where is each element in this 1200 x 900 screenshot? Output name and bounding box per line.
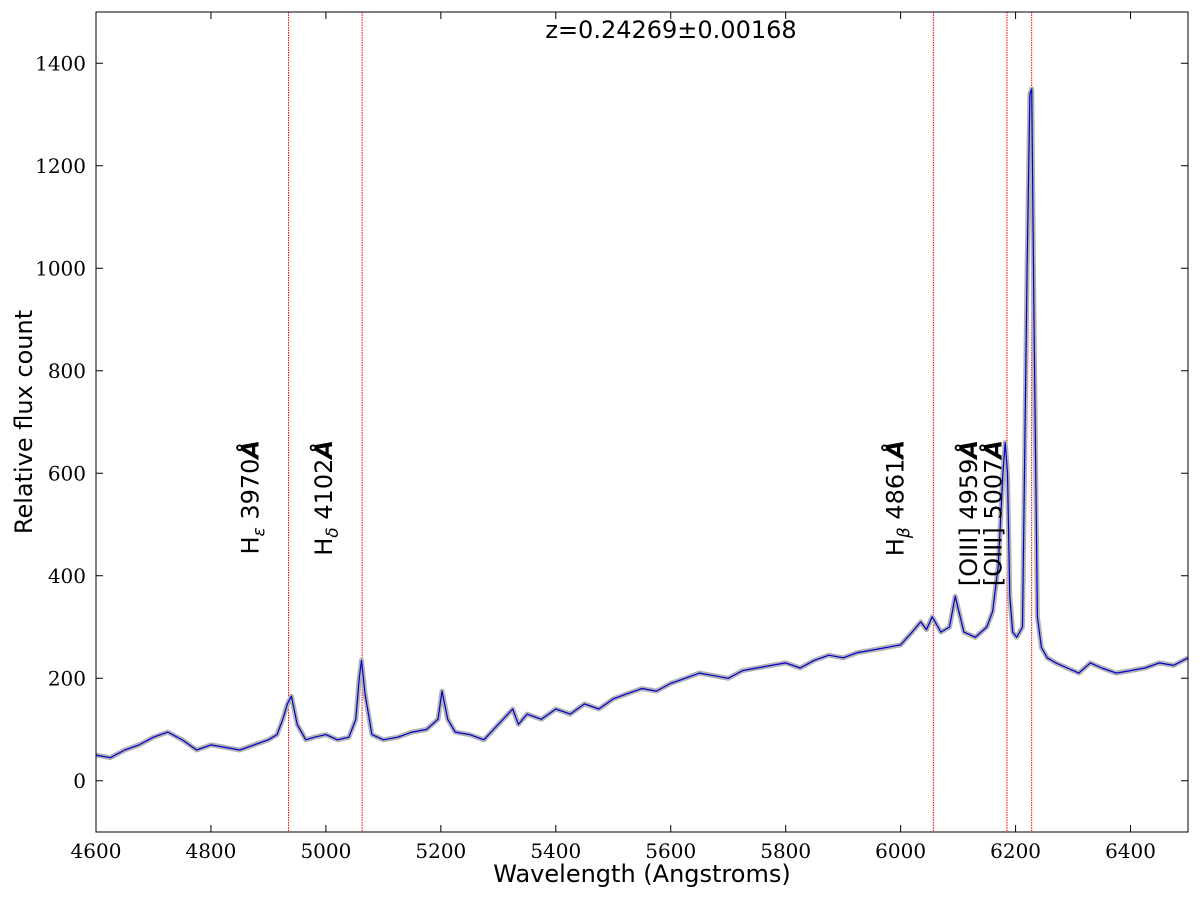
x-tick-label: 5000 [300,839,351,863]
y-tick-label: 1200 [35,154,86,178]
x-axis-ticks: 4600 4800 5000 5200 5400 5600 5800 6000 6200 6400 [71,12,1156,863]
x-tick-label: 6200 [990,839,1041,863]
y-tick-label: 400 [48,564,86,588]
x-tick-label: 5800 [760,839,811,863]
y-tick-label: 0 [73,769,86,793]
spectrum-line [95,88,1189,759]
emission-line-label-4: [OIII] 5007Å [979,440,1008,586]
x-tick-label: 5200 [415,839,466,863]
x-tick-label: 5600 [645,839,696,863]
x-tick-label: 6000 [875,839,926,863]
x-axis-label: Wavelength (Angstroms) [493,860,790,888]
x-tick-label: 4800 [185,839,236,863]
emission-line-label-0: Hε 3970Å [236,440,270,555]
x-tick-label: 4600 [71,839,122,863]
x-tick-label: 5400 [530,839,581,863]
y-tick-label: 1000 [35,256,86,280]
y-tick-label: 600 [48,461,86,485]
y-axis-label: Relative flux count [10,310,38,534]
emission-line-label-3: [OIII] 4959Å [954,440,983,586]
emission-line-labels: Hε 3970Å Hδ 4102Å Hβ 4861Å [OIII] 4959Å[OII… [236,440,1008,586]
emission-line-label-2: Hβ 4861Å [880,440,914,556]
y-axis-ticks: 0 200 400 600 800 1000 1200 1400 [35,51,1188,793]
x-tick-label: 6400 [1105,839,1156,863]
smoothed-spectrum-line [95,86,1190,761]
plot-frame [95,11,1189,833]
chart-title: z=0.24269±0.00168 [545,16,796,44]
y-tick-label: 200 [48,666,86,690]
plot-series [95,86,1190,761]
y-tick-label: 800 [48,359,86,383]
emission-line-label-1: Hδ 4102Å [309,440,343,556]
y-tick-label: 1400 [35,51,86,75]
emission-line-markers [288,12,1033,832]
